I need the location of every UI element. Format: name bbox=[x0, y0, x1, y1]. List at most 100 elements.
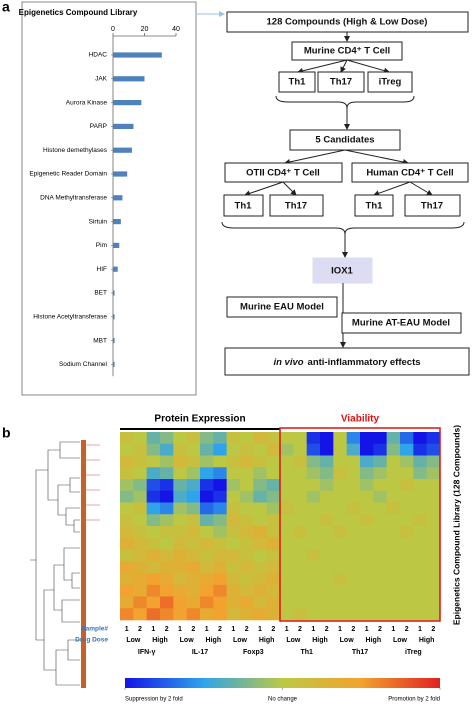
heatmap-cell bbox=[253, 490, 267, 503]
heatmap-cell bbox=[213, 490, 227, 503]
heatmap-cell bbox=[280, 549, 294, 562]
heatmap-cell bbox=[200, 490, 214, 503]
heatmap-cell bbox=[200, 526, 214, 539]
colorbar-label: Promotion by 2 fold bbox=[388, 697, 440, 703]
bar bbox=[113, 171, 128, 177]
heatmap-cell bbox=[186, 479, 201, 492]
heatmap-cell bbox=[346, 479, 361, 492]
heatmap-cell bbox=[160, 479, 174, 492]
heatmap-cell bbox=[186, 432, 201, 445]
heatmap-cell bbox=[133, 549, 147, 562]
heatmap-cell bbox=[133, 432, 147, 445]
heatmap-cell bbox=[200, 537, 214, 550]
bar bbox=[113, 219, 121, 225]
heatmap-cell bbox=[426, 514, 441, 527]
heatmap-cell bbox=[200, 549, 214, 562]
heatmap-cell bbox=[226, 490, 241, 503]
section-title: Protein Expression bbox=[154, 414, 245, 425]
heatmap-cell bbox=[306, 573, 321, 586]
bar bbox=[113, 338, 115, 344]
heatmap-cell bbox=[253, 432, 267, 445]
heatmap-cell bbox=[120, 479, 134, 492]
node-label: iTreg bbox=[379, 77, 402, 88]
heatmap-cell bbox=[373, 467, 387, 480]
heatmap-cell bbox=[280, 490, 294, 503]
heatmap-cell bbox=[386, 479, 401, 492]
heatmap-cell bbox=[413, 490, 427, 503]
heatmap-cell bbox=[386, 549, 401, 562]
heatmap-cell bbox=[293, 467, 307, 480]
heatmap-cell bbox=[146, 537, 161, 550]
row-ticks bbox=[86, 444, 100, 521]
heatmap-cell bbox=[333, 549, 347, 562]
heatmap-cell bbox=[186, 584, 201, 597]
heatmap-cell bbox=[240, 490, 254, 503]
heatmap-cell bbox=[186, 455, 201, 468]
heatmap-cell bbox=[133, 455, 147, 468]
heatmap-cell bbox=[186, 608, 201, 621]
heatmap-cell bbox=[226, 455, 241, 468]
heatmap-cell bbox=[240, 561, 254, 574]
node bbox=[278, 71, 316, 93]
heatmap-cell bbox=[346, 455, 361, 468]
heatmap-cell bbox=[120, 537, 134, 550]
heatmap-cell bbox=[186, 443, 201, 456]
dose-label: High bbox=[152, 637, 168, 644]
heatmap-cell bbox=[346, 573, 361, 586]
heatmap-cell bbox=[133, 584, 147, 597]
heatmap-cell bbox=[226, 573, 241, 586]
bar bbox=[113, 52, 162, 58]
heatmap-cell bbox=[226, 549, 241, 562]
heatmap-cell bbox=[280, 526, 294, 539]
heatmap-cell bbox=[360, 608, 374, 621]
heatmap-cell bbox=[160, 584, 174, 597]
bar bbox=[113, 147, 132, 153]
sample-label: 2 bbox=[138, 626, 142, 633]
heatmap-cell bbox=[186, 490, 201, 503]
node bbox=[224, 347, 470, 376]
heatmap-cell bbox=[120, 432, 134, 445]
heatmap-cell bbox=[293, 514, 307, 527]
heatmap-cell bbox=[320, 443, 334, 456]
heatmap-cell bbox=[146, 467, 161, 480]
heatmap-cell bbox=[320, 526, 334, 539]
node-label: Th17 bbox=[285, 201, 307, 212]
heatmap-cell bbox=[386, 537, 401, 550]
heatmap-cell bbox=[413, 479, 427, 492]
heatmap-cell bbox=[306, 549, 321, 562]
x-tick-label: 20 bbox=[141, 26, 149, 33]
heatmap-cell bbox=[226, 526, 241, 539]
heatmap-cell bbox=[346, 432, 361, 445]
heatmap-cell bbox=[293, 608, 307, 621]
heatmap-cell bbox=[346, 467, 361, 480]
heatmap-cell bbox=[160, 608, 174, 621]
heatmap-cell bbox=[266, 432, 281, 445]
heatmap-cell bbox=[173, 526, 187, 539]
heatmap-cell bbox=[226, 514, 241, 527]
heatmap-cell bbox=[400, 455, 414, 468]
heatmap-cell bbox=[133, 502, 147, 515]
heatmap-cell bbox=[160, 443, 174, 456]
heatmap-cell bbox=[253, 537, 267, 550]
node-label: Murine CD4⁺ T Cell bbox=[304, 46, 390, 57]
heatmap-cell bbox=[146, 526, 161, 539]
heatmap-cell bbox=[360, 596, 374, 609]
node bbox=[404, 194, 461, 217]
heatmap-cell bbox=[213, 608, 227, 621]
heatmap-cell bbox=[226, 608, 241, 621]
heatmap-cell bbox=[360, 443, 374, 456]
heatmap-cell bbox=[240, 443, 254, 456]
heatmap-cell bbox=[120, 502, 134, 515]
heatmap-cell bbox=[213, 514, 227, 527]
heatmap-cell bbox=[133, 573, 147, 586]
heatmap-cell bbox=[173, 608, 187, 621]
heatmap-cell bbox=[240, 596, 254, 609]
sample-label: 2 bbox=[298, 626, 302, 633]
heatmap-cell bbox=[426, 502, 441, 515]
heatmap-cell bbox=[133, 526, 147, 539]
flowchart: 128 Compounds (High & Low Dose) Murine C… bbox=[221, 11, 470, 376]
heatmap-cell bbox=[306, 502, 321, 515]
heatmap-cell bbox=[413, 608, 427, 621]
bar bbox=[113, 314, 115, 320]
